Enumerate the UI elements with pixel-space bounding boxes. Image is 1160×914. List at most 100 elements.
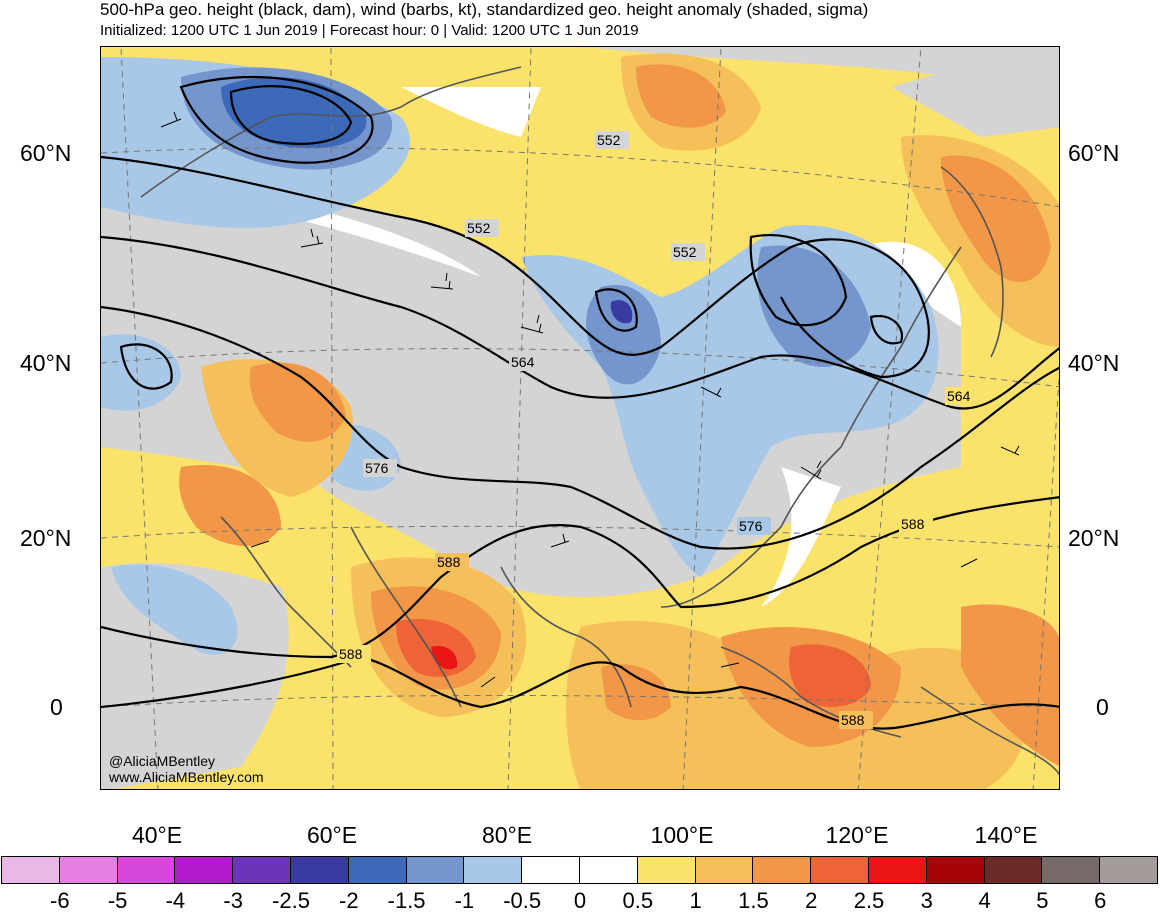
lat-label-0-right: 0 xyxy=(1096,694,1109,720)
colorbar-tick-label: 4 xyxy=(978,888,991,913)
height-contours xyxy=(101,75,1059,730)
contour-low-scandinavia-inner xyxy=(229,85,353,145)
colorbar-tick-label: -3 xyxy=(223,888,243,913)
coastlines xyxy=(140,66,1059,776)
colorbar-box xyxy=(810,856,869,884)
contour-label-564: 564 xyxy=(511,354,535,370)
colorbar-tick-label: -1.5 xyxy=(387,888,426,913)
colorbar-box xyxy=(1,856,60,884)
contour-label-564: 564 xyxy=(947,388,971,404)
colorbar-box xyxy=(752,856,812,884)
colorbar-tick-label: 1.5 xyxy=(738,888,769,913)
anomaly-gray-north xyxy=(101,47,1059,87)
anomaly-orange-pacific xyxy=(961,604,1059,766)
contour-label-576: 576 xyxy=(739,518,763,534)
contour-564 xyxy=(101,235,1059,410)
colorbar-tick-label: -5 xyxy=(107,888,128,913)
colorbar-box xyxy=(174,856,234,884)
lat-label-0: 0 xyxy=(50,694,63,720)
colorbar-tick-label: 5 xyxy=(1036,888,1049,913)
contour-label-588: 588 xyxy=(437,554,461,570)
lat-label-60n: 60°N xyxy=(20,140,72,166)
contour-552 xyxy=(101,155,930,379)
anomaly-orange-indochina xyxy=(601,664,671,721)
lat-label-20n: 20°N xyxy=(20,525,72,551)
anomaly-blue-mongolia-inner xyxy=(586,285,661,385)
contour-588-south xyxy=(101,655,1059,730)
contour-low-scandinavia xyxy=(179,75,374,164)
anomaly-orange-kamchatka-inner xyxy=(941,155,1051,282)
colorbar-tick-label: 3 xyxy=(920,888,933,913)
colorbar-box xyxy=(521,856,580,884)
anomaly-orange-caspian xyxy=(249,362,346,442)
colorbar-box xyxy=(58,856,118,884)
anomaly-gray-east xyxy=(891,67,1059,137)
anomaly-blue-manchuria-inner xyxy=(757,245,871,367)
map-canvas: 552 552 552 564 564 576 576 588 588 588 … xyxy=(101,47,1059,789)
anomaly-blue-scandinavia-core xyxy=(221,77,367,149)
colorbar-box xyxy=(925,856,985,884)
anomaly-orange-arabia xyxy=(179,465,281,546)
colorbar-tick-label: -6 xyxy=(50,888,70,913)
lat-label-60n-right: 60°N xyxy=(1068,140,1120,166)
contour-label-552: 552 xyxy=(467,220,491,236)
contour-low-manchuria xyxy=(749,234,848,327)
colorbar-box xyxy=(636,856,696,884)
contour-low-korea xyxy=(869,314,904,345)
colorbar-tick-label: 6 xyxy=(1094,888,1107,913)
map-title: 500-hPa geo. height (black, dam), wind (… xyxy=(100,0,869,19)
lat-label-20n-right: 20°N xyxy=(1068,525,1120,551)
contour-label-588: 588 xyxy=(339,646,363,662)
lat-label-40n: 40°N xyxy=(20,350,72,376)
colorbar-tick-label: 0.5 xyxy=(622,888,654,913)
colorbar-box xyxy=(116,856,176,884)
lon-label-100e: 100°E xyxy=(650,822,714,848)
colorbar-box xyxy=(694,856,754,884)
colorbar-tick-label: 0 xyxy=(573,888,587,913)
contour-low-blacksea xyxy=(119,343,173,390)
colorbar-box xyxy=(347,856,407,884)
map-subtitle: Initialized: 1200 UTC 1 Jun 2019 | Forec… xyxy=(100,22,639,39)
anomaly-orange-siberia-inner xyxy=(636,64,726,128)
anomaly-gray-africa xyxy=(101,563,289,789)
colorbar-box xyxy=(463,856,523,884)
colorbar xyxy=(1,856,1158,884)
colorbar-box xyxy=(983,856,1043,884)
colorbar-tick-label: 2 xyxy=(805,888,818,913)
contour-588 xyxy=(101,496,1059,659)
colorbar-tick-label: 2.5 xyxy=(853,888,885,913)
colorbar-tick-label: -2 xyxy=(339,888,359,913)
contour-label-588: 588 xyxy=(901,516,925,532)
anomaly-red-philippines xyxy=(789,644,871,707)
lon-label-140e: 140°E xyxy=(974,822,1038,848)
colorbar-box xyxy=(578,856,638,884)
wind-barbs xyxy=(160,111,1020,688)
anomaly-white-north xyxy=(401,87,541,137)
credit-url: www.AliciaMBentley.com xyxy=(109,769,264,785)
contour-low-mongolia xyxy=(594,288,638,332)
colorbar-tick-label: -4 xyxy=(165,888,186,913)
colorbar-box xyxy=(289,856,349,884)
lon-label-40e: 40°E xyxy=(131,822,183,848)
colorbar-box xyxy=(405,856,465,884)
weather-map: 552 552 552 564 564 576 576 588 588 588 … xyxy=(100,46,1060,790)
colorbar-tick-label: -0.5 xyxy=(503,888,542,913)
anomaly-blue-somalia xyxy=(111,564,238,655)
colorbar-tick-label: -1 xyxy=(454,888,475,913)
lon-label-120e: 120°E xyxy=(825,822,889,848)
contour-label-588: 588 xyxy=(841,712,865,728)
lat-label-40n-right: 40°N xyxy=(1068,350,1120,376)
colorbar-box xyxy=(867,856,927,884)
contour-label-552: 552 xyxy=(673,244,697,260)
colorbar-box xyxy=(232,856,291,884)
lon-label-80e: 80°E xyxy=(481,822,533,848)
colorbar-box xyxy=(1099,856,1158,884)
contour-label-552: 552 xyxy=(597,132,621,148)
lon-label-60e: 60°E xyxy=(306,822,358,848)
anomaly-blue-core-small xyxy=(610,300,633,324)
credit-handle: @AliciaMBentley xyxy=(109,753,216,769)
contour-576 xyxy=(101,305,1059,550)
colorbar-tick-label: 1 xyxy=(689,888,702,913)
contour-label-576: 576 xyxy=(365,460,389,476)
colorbar-tick-label: -2.5 xyxy=(272,888,310,913)
